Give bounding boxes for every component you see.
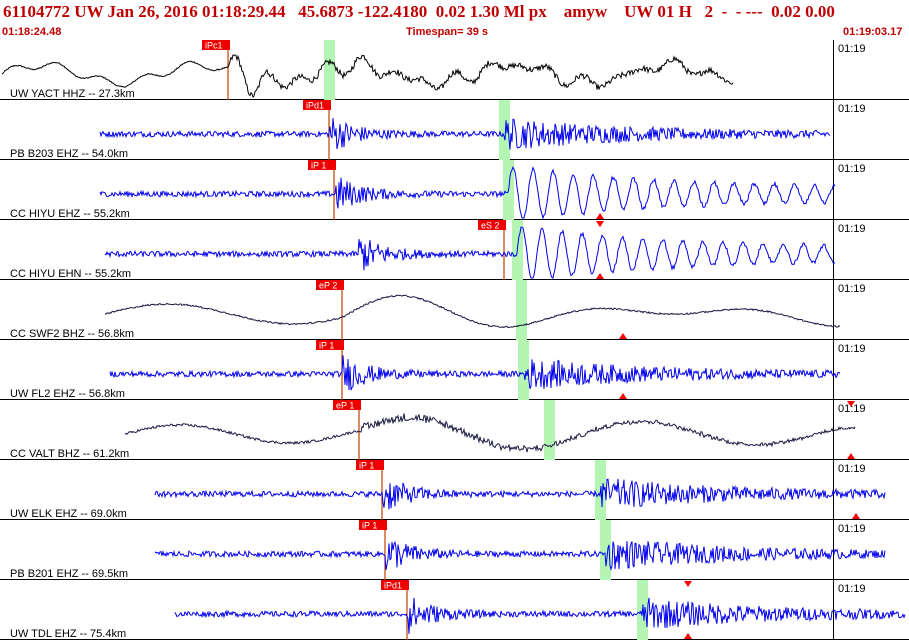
waveform <box>99 165 836 220</box>
pick-label-box[interactable] <box>316 340 344 350</box>
row-time-label: 01:19 <box>838 343 866 355</box>
waveform <box>1 54 734 98</box>
pick-label-box[interactable] <box>333 400 361 410</box>
station-label: UW ELK EHZ -- 69.0km <box>10 508 127 520</box>
pick-label: iPc1 <box>205 41 223 51</box>
trace-row[interactable]: eP 1 CC VALT BHZ -- 61.2km 01:19 <box>0 400 909 460</box>
trace-row[interactable]: eS 2 CC HIYU EHN -- 55.2km 01:19 <box>0 220 909 280</box>
trace-row[interactable]: iP 1 CC HIYU EHZ -- 55.2km 01:19 <box>0 160 909 227</box>
event-title: 61104772 UW Jan 26, 2016 01:18:29.44 45.… <box>3 2 835 21</box>
trace-row[interactable]: iP 1 UW ELK EHZ -- 69.0km 01:19 <box>0 460 909 520</box>
pick-label: iP 1 <box>319 341 334 351</box>
s-window-marker[interactable] <box>518 340 529 400</box>
pick-label: iP 1 <box>362 521 377 531</box>
trace-row[interactable]: iPd1 PB B203 EHZ -- 54.0km 01:19 <box>0 100 909 160</box>
pick-label-box[interactable] <box>303 100 331 110</box>
station-label: CC SWF2 BHZ -- 56.8km <box>10 328 134 340</box>
waveform <box>109 355 841 391</box>
row-time-label: 01:19 <box>838 523 866 535</box>
event-header: 61104772 UW Jan 26, 2016 01:18:29.44 45.… <box>0 0 909 40</box>
s-window-marker[interactable] <box>324 40 335 100</box>
amplitude-marker-down <box>596 221 604 227</box>
pick-label-box[interactable] <box>381 580 409 590</box>
amplitude-marker-up <box>596 213 604 219</box>
s-window-marker[interactable] <box>499 100 510 160</box>
amplitude-marker-up <box>684 633 692 639</box>
pick-label: iP 1 <box>359 461 374 471</box>
waveform <box>174 597 906 634</box>
amplitude-marker-down <box>684 581 692 587</box>
amplitude-marker-up <box>847 453 855 459</box>
pick-label: eP 1 <box>336 401 354 411</box>
station-label: PB B203 EHZ -- 54.0km <box>10 148 128 160</box>
row-time-label: 01:19 <box>838 163 866 175</box>
trace-row[interactable]: iPc1 UW YACT HHZ -- 27.3km 01:19 <box>0 40 909 100</box>
station-label: CC HIYU EHN -- 55.2km <box>10 268 131 280</box>
station-label: CC VALT BHZ -- 61.2km <box>10 448 129 460</box>
waveform <box>124 413 856 453</box>
amplitude-marker-up <box>619 393 627 399</box>
row-time-label: 01:19 <box>838 463 866 475</box>
row-time-label: 01:19 <box>838 583 866 595</box>
pick-label-box[interactable] <box>308 160 336 170</box>
row-time-label: 01:19 <box>838 403 866 415</box>
pick-label-box[interactable] <box>359 520 387 530</box>
pick-label: eS 2 <box>481 221 500 231</box>
station-label: PB B201 EHZ -- 69.5km <box>10 568 128 580</box>
trace-row[interactable]: iP 1 PB B201 EHZ -- 69.5km 01:19 <box>0 520 909 587</box>
amplitude-marker-up <box>619 333 627 339</box>
station-label: UW YACT HHZ -- 27.3km <box>10 88 135 100</box>
pick-label-box[interactable] <box>316 280 344 290</box>
row-time-label: 01:19 <box>838 43 866 55</box>
amplitude-marker-down <box>847 401 855 407</box>
waveform <box>154 540 886 571</box>
trace-row[interactable]: iPd1 UW TDL EHZ -- 75.4km 01:19 <box>0 580 909 640</box>
pick-label: iPd1 <box>306 101 324 111</box>
start-time-label: 01:18:24.48 <box>2 26 62 38</box>
waveform <box>99 118 831 150</box>
pick-label-box[interactable] <box>478 220 506 230</box>
pick-label: iP 1 <box>311 161 326 171</box>
row-time-label: 01:19 <box>838 223 866 235</box>
station-label: UW FL2 EHZ -- 56.8km <box>10 388 125 400</box>
row-time-label: 01:19 <box>838 283 866 295</box>
s-window-marker[interactable] <box>544 400 555 460</box>
timespan-label: Timespan= 39 s <box>406 26 489 38</box>
pick-label-box[interactable] <box>356 460 384 470</box>
pick-label: iPd1 <box>384 581 402 591</box>
trace-row[interactable]: eP 2 CC SWF2 BHZ -- 56.8km 01:19 <box>0 280 909 340</box>
pick-label-box[interactable] <box>202 40 230 50</box>
s-window-marker[interactable] <box>600 520 611 580</box>
pick-label: eP 2 <box>319 281 337 291</box>
end-time-label: 01:19:03.17 <box>843 26 903 38</box>
seismogram-panel[interactable]: iPc1 UW YACT HHZ -- 27.3km 01:19 iPd1 PB B20… <box>0 40 909 640</box>
station-label: UW TDL EHZ -- 75.4km <box>10 628 126 640</box>
waveform <box>104 294 841 329</box>
amplitude-marker-up <box>852 513 860 519</box>
s-window-marker[interactable] <box>516 280 527 340</box>
amplitude-marker-up <box>596 273 604 279</box>
waveform <box>154 478 886 510</box>
station-label: CC HIYU EHZ -- 55.2km <box>10 208 130 220</box>
trace-row[interactable]: iP 1 UW FL2 EHZ -- 56.8km 01:19 <box>0 340 909 407</box>
row-time-label: 01:19 <box>838 103 866 115</box>
waveform <box>104 226 836 279</box>
